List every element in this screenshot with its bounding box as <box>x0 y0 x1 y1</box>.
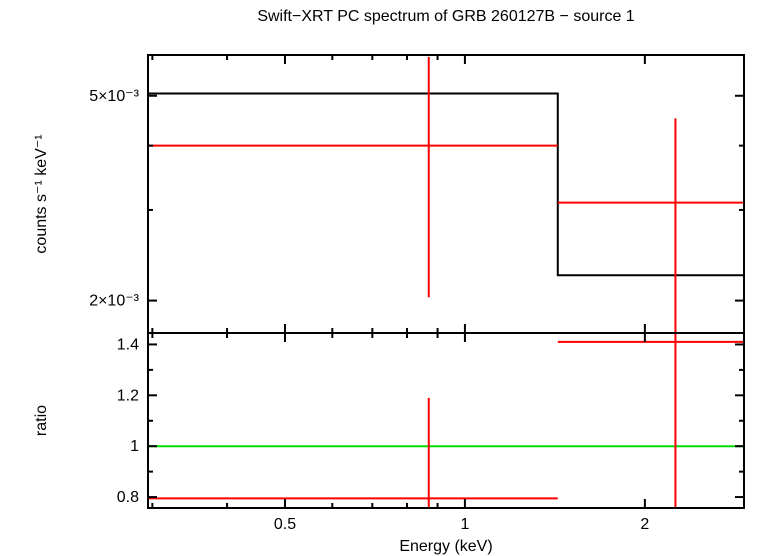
svg-text:2: 2 <box>640 516 649 533</box>
svg-text:2×10⁻³: 2×10⁻³ <box>89 293 139 310</box>
svg-text:5×10⁻³: 5×10⁻³ <box>89 88 139 105</box>
svg-text:0.8: 0.8 <box>117 489 139 506</box>
svg-text:0.5: 0.5 <box>274 516 296 533</box>
svg-text:1: 1 <box>130 438 139 455</box>
chart-title: Swift−XRT PC spectrum of GRB 260127B − s… <box>257 8 635 25</box>
svg-text:1.4: 1.4 <box>117 336 139 353</box>
svg-text:Energy (keV): Energy (keV) <box>399 538 492 555</box>
svg-text:1.2: 1.2 <box>117 387 139 404</box>
svg-text:ratio: ratio <box>33 405 50 436</box>
svg-text:counts s⁻¹ keV⁻¹: counts s⁻¹ keV⁻¹ <box>33 134 50 253</box>
svg-text:1: 1 <box>460 516 469 533</box>
